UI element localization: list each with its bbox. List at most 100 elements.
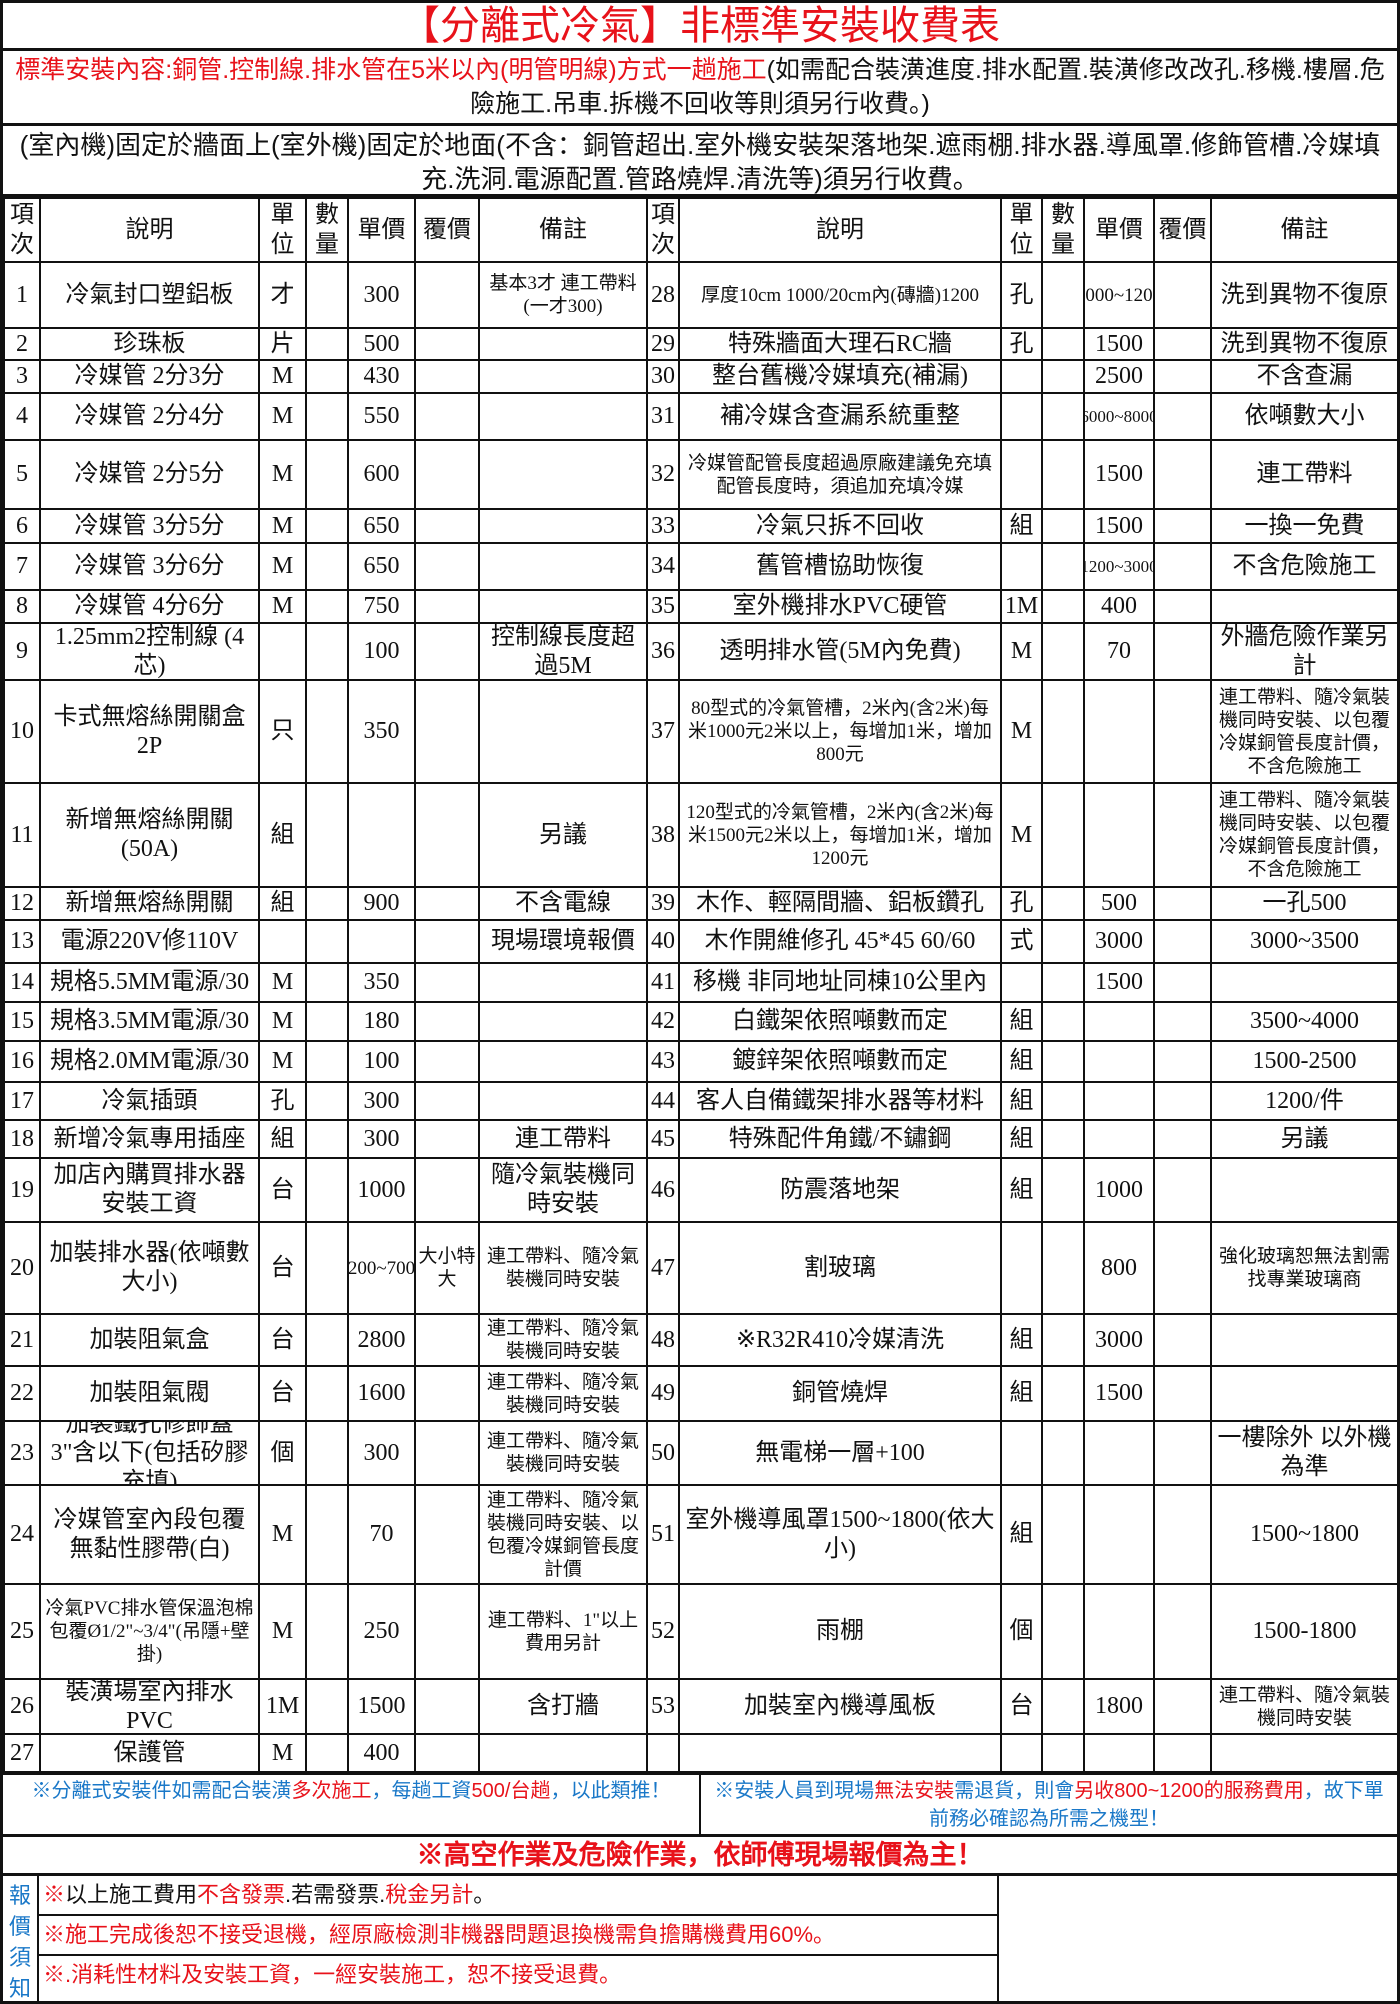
left-reprice-cell — [414, 1081, 480, 1121]
left-note-cell-text: 另議 — [539, 821, 587, 848]
left-unit-cell-text: 片 — [270, 330, 295, 357]
left-price-cell-text — [349, 784, 414, 886]
right-unit-cell: M — [1000, 782, 1043, 888]
right-unit-cell-text: 組 — [1009, 1048, 1034, 1074]
left-desc-cell-text: 冷媒管 2分4分 — [74, 403, 225, 429]
left-no-cell: 10 — [3, 679, 41, 784]
left-reprice-cell-text — [416, 1003, 478, 1040]
left-qty-cell — [305, 1221, 349, 1315]
right-desc-cell: 木作、輕隔間牆、鋁板鑽孔 — [678, 886, 1002, 921]
left-note-cell-text: 連工帶料、隨冷氣裝機同時安裝 — [486, 1318, 639, 1362]
right-desc-cell-text: 冷媒管配管長度超過原廠建議免充填配管長度時，須追加充填冷媒 — [687, 452, 992, 497]
left-unit-cell-text: 1M — [265, 1693, 300, 1719]
note-segment: 需退貨，則會 — [954, 1780, 1075, 1802]
left-price-cell — [347, 919, 416, 964]
table-row: 17 冷氣插頭 孔 300 44 客人自備鐵架排水器等材料組 1200/件 — [3, 1081, 1399, 1121]
right-note-cell-text — [1212, 1367, 1397, 1420]
right-price-cell-text — [1085, 681, 1153, 782]
right-qty-cell-text — [1043, 1680, 1083, 1733]
left-desc-cell-text: 電源220V修110V — [60, 928, 239, 954]
right-reprice-cell — [1153, 589, 1212, 624]
right-reprice-cell-text — [1155, 1422, 1210, 1484]
right-desc-cell-text: 割玻璃 — [804, 1254, 876, 1281]
left-no-cell-text: 26 — [10, 1693, 34, 1719]
left-qty-cell-text — [307, 1121, 347, 1157]
left-no-cell-text: 23 — [10, 1439, 34, 1466]
right-no-cell-text — [648, 1735, 678, 1771]
right-no-cell-text: 50 — [651, 1439, 675, 1466]
right-note-cell: 一換一免費 — [1210, 508, 1399, 544]
table-row: 27 保護管 M 400 — [3, 1733, 1399, 1773]
left-unit-cell-text: 組 — [270, 890, 295, 916]
left-desc-cell: 電源220V修110V — [39, 919, 260, 964]
right-note-cell-text: 3500~4000 — [1250, 1008, 1359, 1034]
table-row: 26 裝潢場室內排水PVC 1M 1500 含打牆 53 加裝室內機導風板 台 1800 連工帶料… — [3, 1678, 1399, 1735]
left-no-cell-text: 18 — [10, 1125, 34, 1152]
table-row: 3 冷媒管 2分3分 M 430 30 整台舊機冷媒填充(補漏) 2500 不含查漏 — [3, 359, 1399, 394]
left-unit-cell: M — [258, 1583, 307, 1680]
right-unit-cell: M — [1000, 622, 1043, 681]
left-price-cell: 2800 — [347, 1313, 416, 1367]
right-reprice-cell — [1153, 886, 1212, 921]
right-reprice-cell-text — [1155, 1735, 1210, 1771]
left-desc-cell-text: 冷媒管 3分6分 — [74, 553, 225, 579]
left-price-cell: 1600 — [347, 1365, 416, 1422]
right-reprice-cell-text — [1155, 1486, 1210, 1583]
right-unit-cell-text: 個 — [1009, 1618, 1034, 1644]
left-qty-cell — [305, 542, 349, 591]
right-note-cell-text: 連工帶料 — [1256, 461, 1353, 487]
right-no-cell-text: 41 — [651, 969, 675, 995]
footnote-cannot-install: ※安裝人員到現場無法安裝需退貨，則會另收800~1200的服務費用，故下單前務必… — [699, 1775, 1397, 1834]
note-segment: 多次施工 — [291, 1780, 372, 1802]
right-desc-cell: 厚度10cm 1000/20cm內(磚牆)1200 — [678, 261, 1002, 329]
right-no-cell-text: 47 — [651, 1254, 675, 1281]
left-no-cell: 3 — [3, 359, 41, 394]
left-reprice-cell-text — [416, 361, 478, 392]
left-note-cell-text — [480, 964, 646, 1001]
left-reprice-cell-text — [416, 964, 478, 1001]
left-reprice-cell-text — [416, 1422, 478, 1484]
right-desc-cell-text: 整台舊機冷媒填充(補漏) — [712, 363, 968, 389]
left-no-cell: 5 — [3, 439, 41, 510]
left-no-cell-text: 14 — [10, 969, 34, 995]
left-qty-cell-text — [307, 1003, 347, 1040]
left-qty-cell — [305, 1733, 349, 1773]
right-desc-cell: 加裝室內機導風板 — [678, 1678, 1002, 1735]
right-unit-cell — [1000, 1221, 1043, 1315]
right-note-cell: 3500~4000 — [1210, 1001, 1399, 1042]
table-row: 20 加裝排水器(依噸數大小) 台 2200~7000大小特大連工帶料、隨冷氣裝機同時… — [3, 1221, 1399, 1315]
right-no-cell-text: 45 — [651, 1125, 675, 1152]
note-segment: ※.消耗性材料及安裝工資，一經安裝施工，恕不接受退費。 — [43, 1962, 622, 1987]
right-reprice-cell — [1153, 542, 1212, 591]
right-qty-cell-text — [1043, 1486, 1083, 1583]
left-reprice-cell-text — [416, 888, 478, 919]
header-unit: 單位 — [1000, 197, 1043, 263]
right-unit-cell: M — [1000, 679, 1043, 784]
left-reprice-cell — [414, 1313, 480, 1367]
right-reprice-cell — [1153, 261, 1212, 329]
right-price-cell-text: 2500 — [1095, 363, 1143, 389]
right-qty-cell — [1041, 327, 1085, 361]
note-segment: ，每趟工資 — [371, 1780, 472, 1802]
right-qty-cell-text — [1043, 1367, 1083, 1420]
left-unit-cell: 孔 — [258, 1081, 307, 1121]
right-desc-cell: 補冷媒含查漏系統重整 — [678, 392, 1002, 441]
left-note-cell — [478, 542, 648, 591]
note-segment: ※施工完成後恕不接受退機，經原廠檢測非機器問題退換機需負擔購機費用60%。 — [43, 1922, 836, 1947]
left-note-cell-text — [480, 1735, 646, 1771]
left-unit-cell: 1M — [258, 1678, 307, 1735]
right-no-cell: 52 — [646, 1583, 680, 1680]
left-note-cell-text — [480, 1003, 646, 1040]
left-no-cell: 23 — [3, 1420, 41, 1486]
right-desc-cell: 冷氣只拆不回收 — [678, 508, 1002, 544]
right-no-cell: 51 — [646, 1484, 680, 1585]
left-note-cell-text — [480, 361, 646, 392]
right-qty-cell-text — [1043, 784, 1083, 886]
left-unit-cell: 組 — [258, 886, 307, 921]
right-reprice-cell — [1153, 1221, 1212, 1315]
right-desc-cell-text: 鍍鋅架依照噸數而定 — [732, 1048, 948, 1074]
right-desc-cell-text: 雨棚 — [816, 1618, 864, 1644]
right-note-cell-text: 一孔500 — [1262, 890, 1347, 916]
right-reprice-cell-text — [1155, 263, 1210, 327]
right-no-cell-text: 38 — [651, 821, 675, 848]
